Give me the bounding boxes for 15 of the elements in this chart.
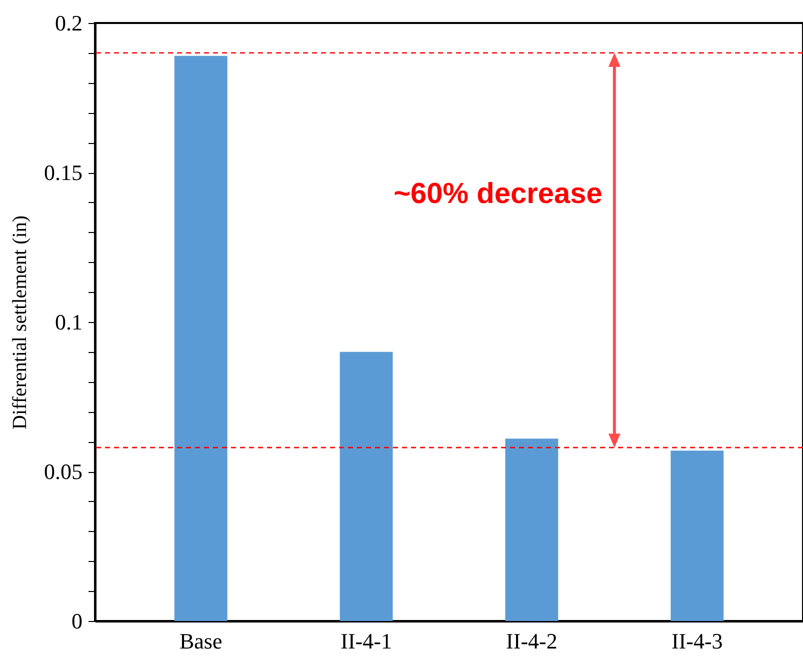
y-tick-label: 0.15 — [44, 160, 82, 185]
bar — [340, 352, 393, 621]
x-tick-label: II-4-2 — [506, 628, 558, 654]
y-axis-title: Differential settlement (in) — [9, 216, 31, 430]
bar — [505, 438, 558, 621]
y-tick-label: 0.05 — [44, 459, 82, 484]
x-tick-label: Base — [179, 628, 222, 654]
annotation: ~60% decrease — [394, 178, 602, 210]
bar — [670, 450, 724, 621]
y-tick-label: 0.1 — [55, 310, 82, 334]
y-tick-label: 0 — [72, 608, 82, 634]
bar — [174, 56, 228, 621]
x-tick-label: II-4-3 — [671, 628, 723, 654]
y-tick-label: 0.2 — [55, 10, 82, 36]
x-tick-label: II-4-1 — [340, 628, 392, 654]
